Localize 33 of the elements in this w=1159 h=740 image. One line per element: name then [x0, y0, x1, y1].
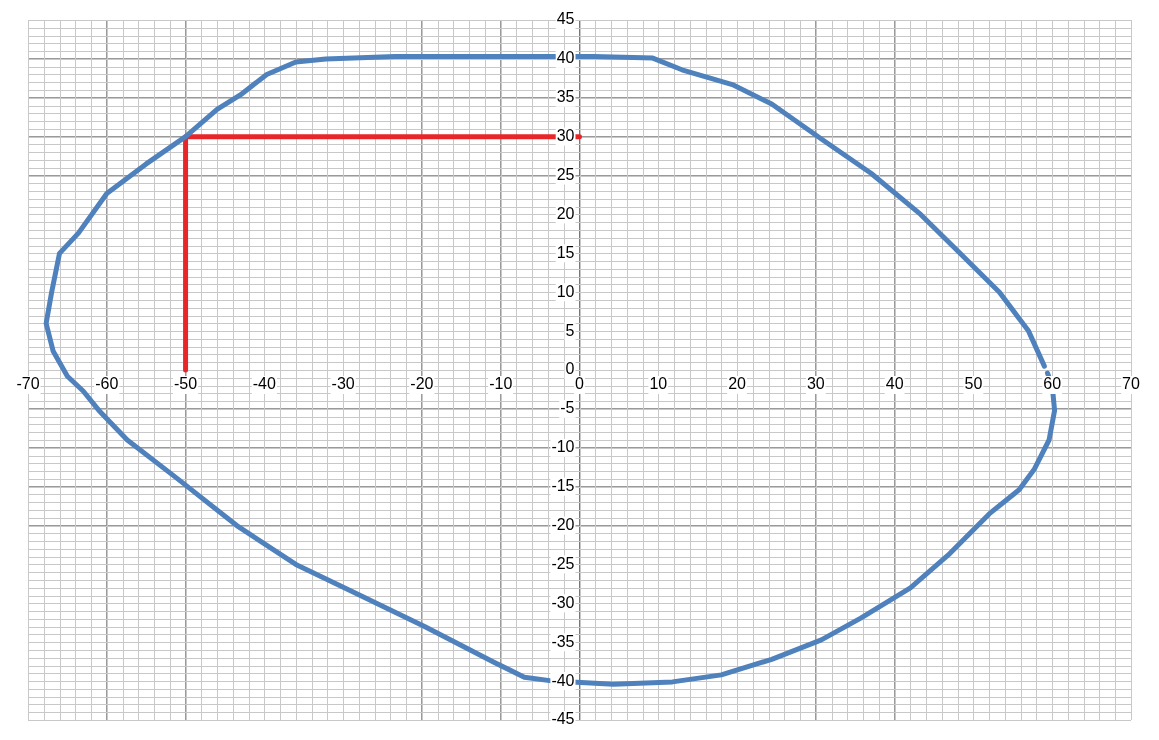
y-tick-label: -40: [551, 671, 575, 689]
x-tick-label: 70: [1122, 375, 1140, 393]
x-tick-label: -50: [174, 375, 198, 393]
x-tick-label: -30: [331, 375, 355, 393]
x-tick-label: -60: [95, 375, 119, 393]
y-tick-label: -35: [551, 632, 575, 650]
y-tick-label: 45: [556, 10, 575, 28]
y-tick-label: -5: [560, 399, 575, 417]
x-tick-label: 20: [728, 375, 747, 393]
x-tick-label: -70: [16, 375, 40, 393]
y-tick-label: -10: [551, 438, 575, 456]
y-tick-label: -20: [551, 515, 575, 533]
x-tick-label: 40: [885, 375, 904, 393]
y-tick-label: 20: [556, 204, 575, 222]
y-tick-label: -30: [551, 593, 575, 611]
x-tick-label: 30: [806, 375, 825, 393]
y-tick-label: 25: [556, 165, 575, 183]
y-tick-label: -45: [551, 710, 575, 728]
y-tick-label: 5: [565, 321, 575, 339]
x-tick-label: 60: [1043, 375, 1062, 393]
y-tick-label: 30: [556, 127, 575, 145]
x-tick-label: -10: [489, 375, 513, 393]
y-tick-label: 0: [565, 360, 575, 378]
x-tick-label: -20: [410, 375, 434, 393]
y-tick-label: -25: [551, 554, 575, 572]
y-tick-label: 40: [556, 49, 575, 67]
y-tick-label: 35: [556, 88, 575, 106]
x-tick-label: 50: [964, 375, 983, 393]
y-tick-label: 10: [556, 282, 575, 300]
x-tick-label: 10: [649, 375, 668, 393]
y-tick-label: -15: [551, 477, 575, 495]
y-tick-label: 15: [556, 243, 575, 261]
x-tick-label: -40: [252, 375, 277, 393]
